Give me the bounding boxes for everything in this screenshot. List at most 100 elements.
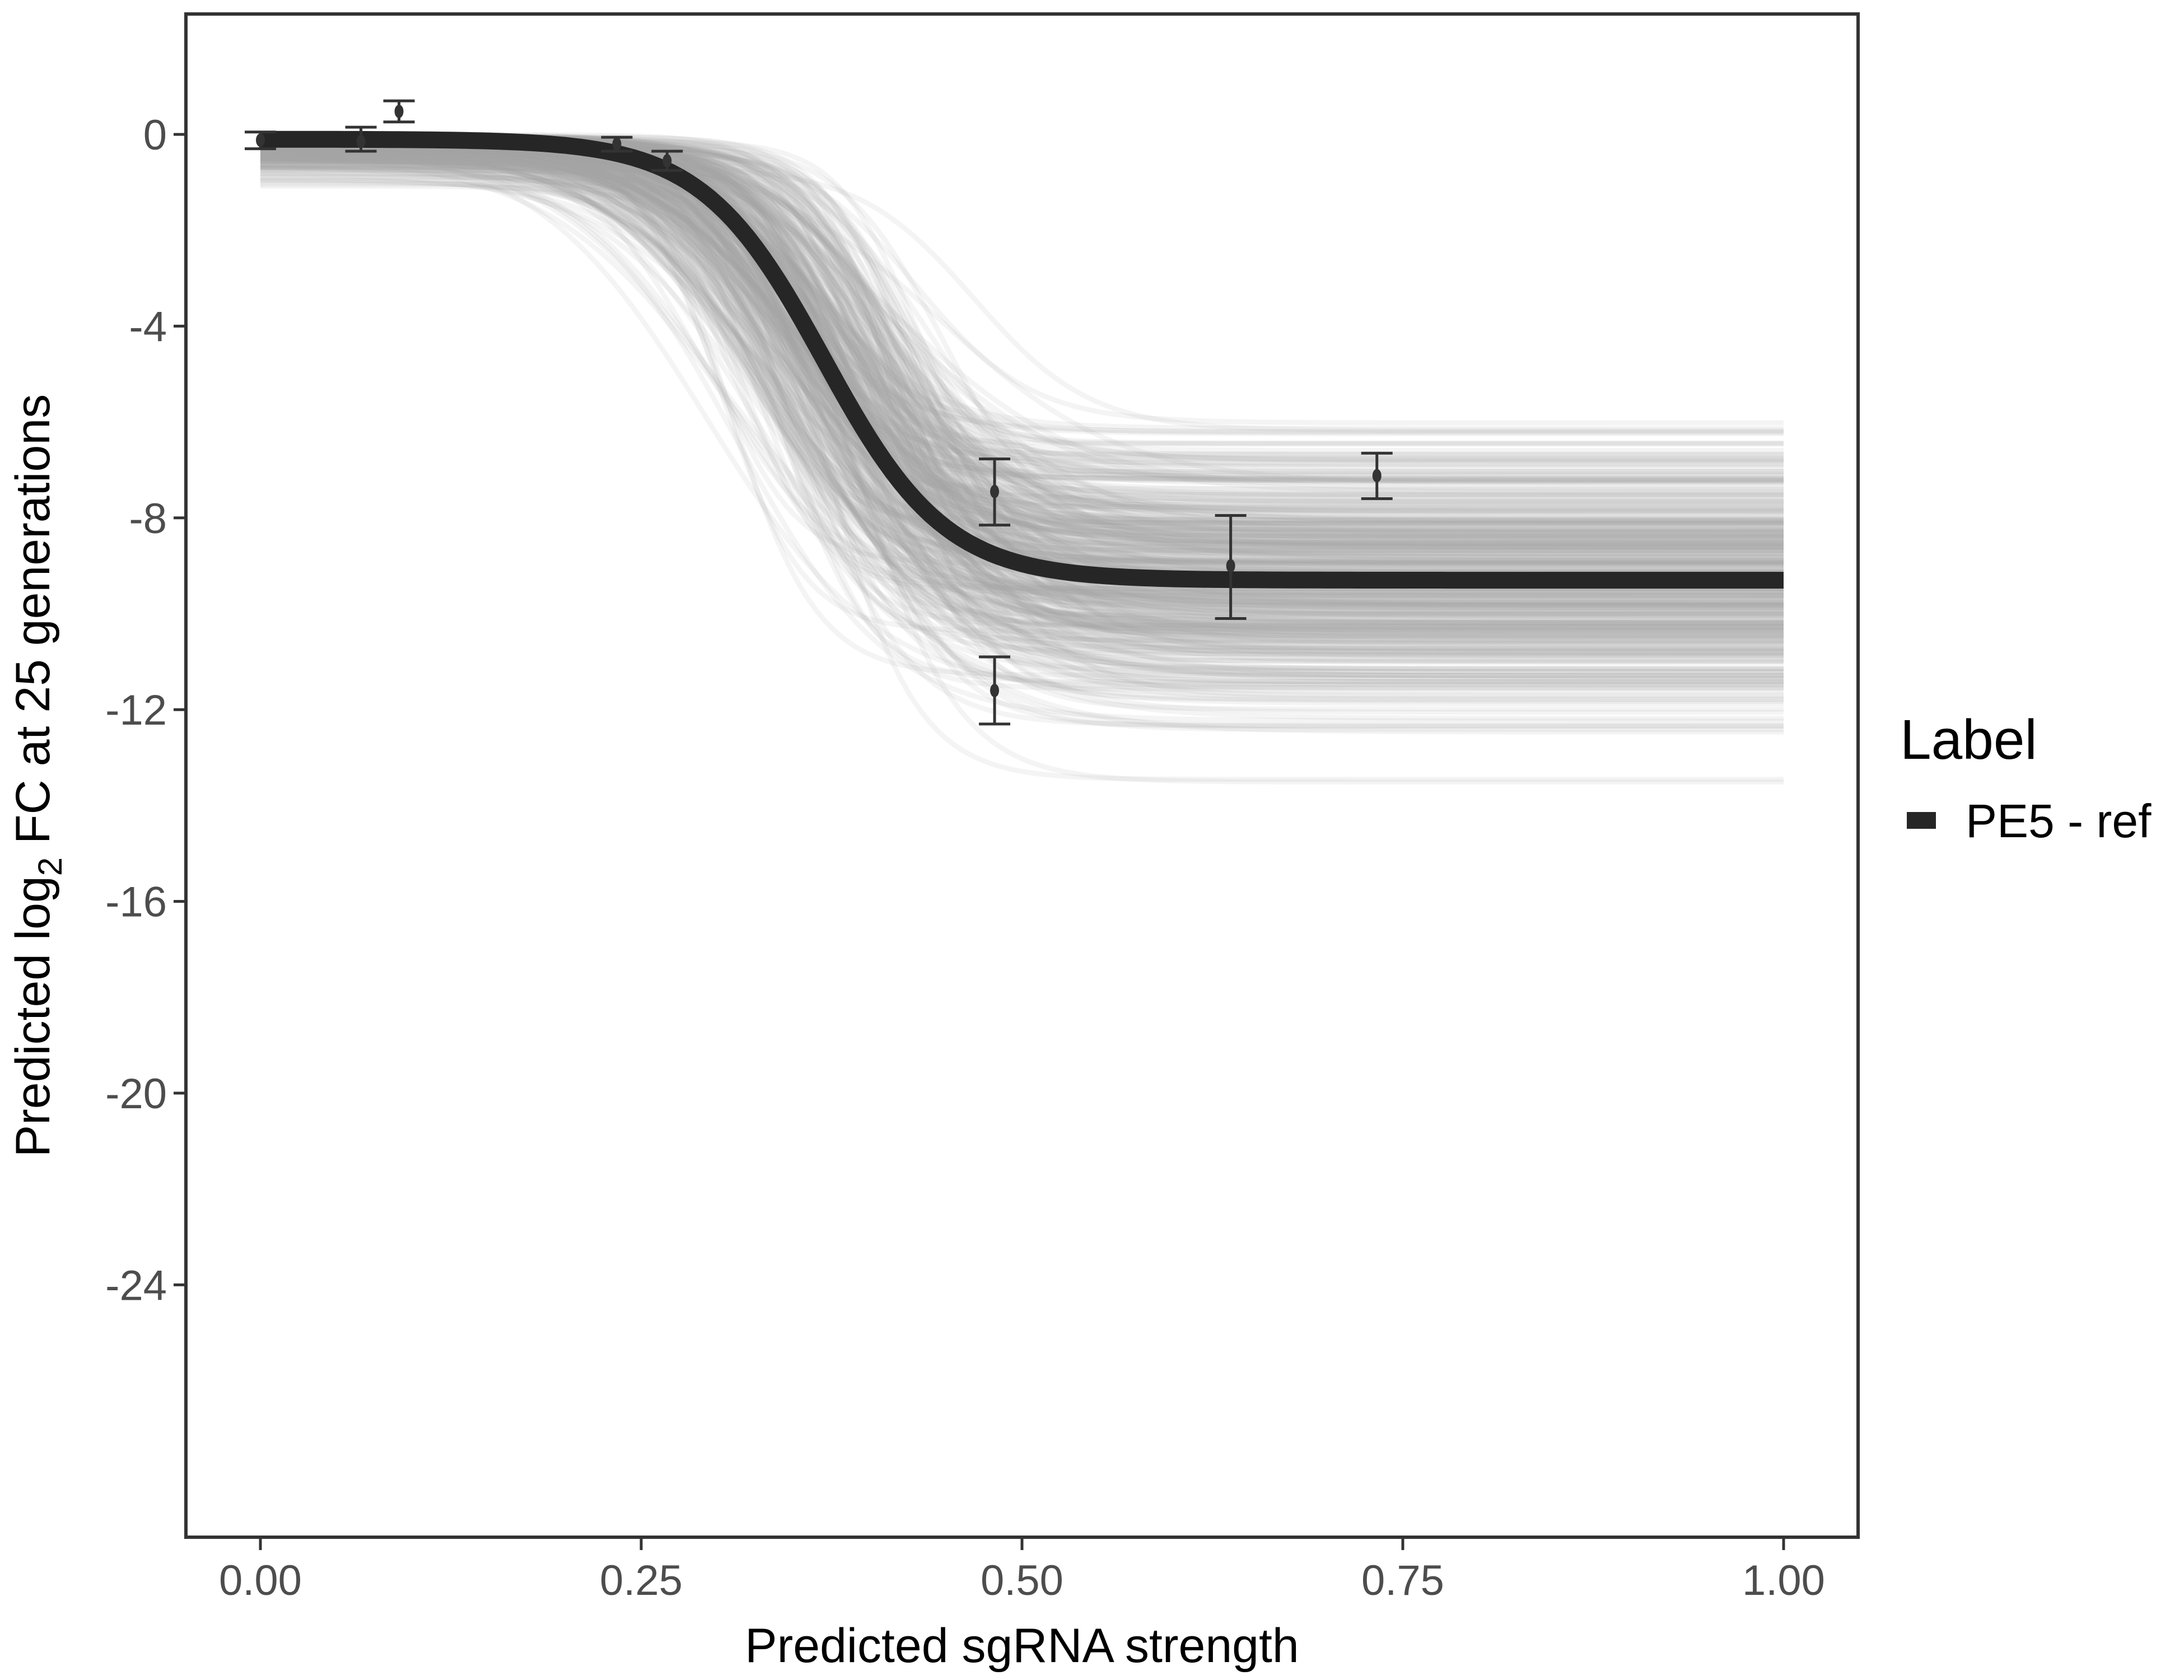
posterior-sample-line <box>260 157 1784 562</box>
point-marker <box>990 484 1000 498</box>
posterior-sample-line <box>260 167 1784 477</box>
posterior-sample-line <box>260 139 1784 606</box>
posterior-sample-line <box>260 171 1784 534</box>
posterior-sample-line <box>260 158 1784 650</box>
posterior-sample-line <box>260 152 1784 680</box>
posterior-sample-line <box>260 164 1784 540</box>
posterior-sample-line <box>260 162 1784 647</box>
posterior-sample-line <box>260 137 1784 678</box>
posterior-sample-line <box>260 155 1784 550</box>
data-point <box>245 130 276 151</box>
posterior-sample-line <box>260 175 1784 554</box>
posterior-sample-line <box>260 150 1784 606</box>
posterior-sample-line <box>260 146 1784 528</box>
posterior-sample-line <box>260 152 1784 627</box>
posterior-sample-line <box>260 145 1784 574</box>
posterior-sample-line <box>260 148 1784 599</box>
posterior-sample-line <box>260 153 1784 658</box>
posterior-sample-line <box>260 154 1784 547</box>
posterior-sample-line <box>260 160 1784 538</box>
posterior-sample-line <box>260 148 1784 478</box>
posterior-sample-line <box>260 171 1784 728</box>
fit-curve-group <box>260 130 1784 589</box>
posterior-sample-line <box>260 165 1784 674</box>
point-marker <box>1372 469 1382 483</box>
posterior-sample-line <box>260 150 1784 556</box>
posterior-sample-line <box>260 145 1784 634</box>
posterior-sample-line <box>260 141 1784 632</box>
posterior-sample-line <box>260 140 1784 610</box>
posterior-sample-line <box>260 166 1784 550</box>
posterior-sample-line <box>260 148 1784 486</box>
data-point <box>345 125 377 153</box>
posterior-sample-line <box>260 146 1784 624</box>
posterior-sample-line <box>260 165 1784 683</box>
data-point <box>601 136 633 153</box>
posterior-sample-line <box>260 144 1784 548</box>
point-marker <box>256 133 265 147</box>
posterior-sample-line <box>260 142 1784 563</box>
posterior-sample-line <box>260 176 1784 671</box>
posterior-sample-line <box>260 138 1784 512</box>
posterior-sample-line <box>260 136 1784 458</box>
x-tick-label: 0.75 <box>1361 1557 1444 1604</box>
y-tick-label: -4 <box>129 303 167 351</box>
posterior-sample-line <box>260 155 1784 646</box>
posterior-sample-line <box>260 144 1784 495</box>
posterior-sample-line <box>260 162 1784 640</box>
posterior-sample-line <box>260 152 1784 470</box>
posterior-sample-line <box>260 157 1784 435</box>
posterior-sample-line <box>260 152 1784 558</box>
posterior-sample-line <box>260 151 1784 553</box>
posterior-sample-line <box>260 144 1784 652</box>
posterior-sample-line <box>260 139 1784 671</box>
posterior-sample-line <box>260 134 1784 545</box>
posterior-sample-line <box>260 148 1784 545</box>
posterior-sample-line <box>260 171 1784 613</box>
posterior-sample-line <box>260 173 1784 715</box>
data-point <box>979 655 1011 726</box>
y-tick-label: -20 <box>105 1070 167 1118</box>
y-tick-label: -24 <box>105 1262 167 1309</box>
posterior-sample-line <box>260 147 1784 684</box>
posterior-sample-line <box>260 144 1784 622</box>
data-point <box>1361 451 1393 501</box>
posterior-sample-line <box>260 181 1784 628</box>
posterior-sample-line <box>260 183 1784 626</box>
posterior-sample-line <box>260 155 1784 497</box>
posterior-sample-line <box>260 156 1784 724</box>
posterior-sample-line <box>260 148 1784 482</box>
posterior-sample-line <box>260 139 1784 704</box>
posterior-sample-line <box>260 147 1784 735</box>
posterior-sample-line <box>260 155 1784 618</box>
legend-title: Label <box>1900 708 2037 771</box>
plot-panel-border <box>184 12 1860 1539</box>
posterior-sample-line <box>260 148 1784 461</box>
posterior-sample-line <box>260 150 1784 557</box>
posterior-sample-line <box>260 163 1784 528</box>
posterior-sample-line <box>260 139 1784 504</box>
posterior-sample-line <box>260 150 1784 564</box>
posterior-sample-line <box>260 152 1784 614</box>
point-marker <box>612 137 622 151</box>
legend-label-pe5-ref: PE5 - ref <box>1966 795 2152 847</box>
data-point <box>651 150 683 172</box>
posterior-sample-line <box>260 149 1784 550</box>
y-axis-title: Predicted log2 FC at 25 generations <box>6 394 69 1157</box>
posterior-sample-line <box>260 152 1784 702</box>
legend-key-pe5-ref <box>1907 812 1936 829</box>
posterior-sample-line <box>260 142 1784 485</box>
posterior-sample-line <box>260 151 1784 486</box>
posterior-sample-line <box>260 146 1784 623</box>
posterior-sample-line <box>260 165 1784 712</box>
posterior-sample-line <box>260 153 1784 492</box>
posterior-sample-line <box>260 142 1784 629</box>
posterior-sample-line <box>260 162 1784 595</box>
posterior-sample-line <box>260 156 1784 533</box>
x-tick-label: 0.50 <box>981 1557 1063 1604</box>
posterior-sample-line <box>260 152 1784 639</box>
posterior-sample-line <box>260 147 1784 545</box>
posterior-sample-line <box>260 149 1784 673</box>
posterior-sample-line <box>260 138 1784 605</box>
